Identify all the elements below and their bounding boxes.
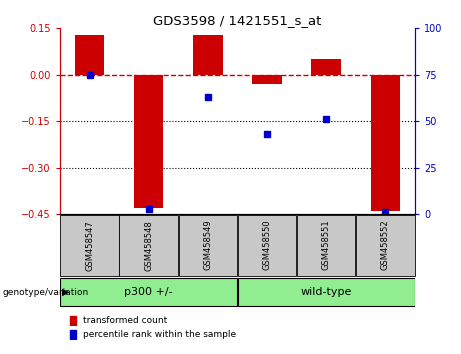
Text: wild-type: wild-type <box>301 287 352 297</box>
Bar <box>70 316 76 325</box>
Bar <box>252 75 282 84</box>
Bar <box>193 35 223 75</box>
FancyBboxPatch shape <box>60 215 119 275</box>
FancyBboxPatch shape <box>119 215 178 275</box>
Bar <box>134 75 164 208</box>
Text: GSM458551: GSM458551 <box>322 220 331 270</box>
Text: p300 +/-: p300 +/- <box>124 287 173 297</box>
FancyBboxPatch shape <box>297 215 355 275</box>
Bar <box>371 75 400 211</box>
Bar <box>75 35 104 75</box>
Text: GSM458549: GSM458549 <box>203 220 213 270</box>
Text: transformed count: transformed count <box>83 316 167 325</box>
Bar <box>311 59 341 75</box>
FancyBboxPatch shape <box>356 215 414 275</box>
Text: ▶: ▶ <box>62 287 70 297</box>
FancyBboxPatch shape <box>60 278 237 306</box>
Title: GDS3598 / 1421551_s_at: GDS3598 / 1421551_s_at <box>153 14 322 27</box>
Text: percentile rank within the sample: percentile rank within the sample <box>83 330 236 339</box>
Text: GSM458548: GSM458548 <box>144 220 153 270</box>
Text: GSM458550: GSM458550 <box>262 220 272 270</box>
FancyBboxPatch shape <box>178 215 237 275</box>
FancyBboxPatch shape <box>238 278 414 306</box>
Text: GSM458547: GSM458547 <box>85 220 94 270</box>
Bar <box>70 330 76 339</box>
Text: GSM458552: GSM458552 <box>381 220 390 270</box>
FancyBboxPatch shape <box>238 215 296 275</box>
Text: genotype/variation: genotype/variation <box>2 287 89 297</box>
